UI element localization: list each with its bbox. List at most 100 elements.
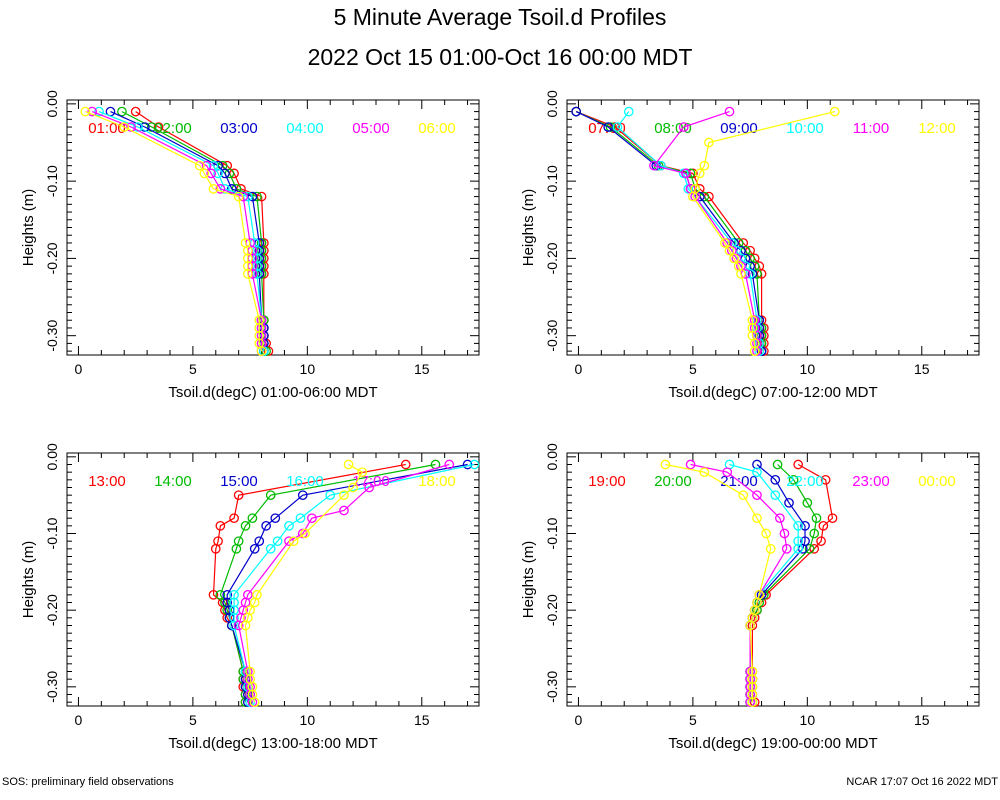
data-point (793, 536, 804, 547)
data-point (747, 315, 758, 326)
y-axis-label: Heights (m) (20, 541, 37, 619)
legend-label: 18:00 (418, 473, 456, 490)
legend-label: 22:00 (786, 473, 824, 490)
series-line (110, 111, 265, 352)
data-point (220, 168, 230, 179)
data-point (295, 513, 306, 524)
data-point (829, 106, 840, 117)
x-tick-label: 5 (689, 361, 697, 377)
data-point (249, 543, 260, 554)
data-point (325, 490, 336, 501)
data-point (749, 346, 760, 356)
x-tick-label: 10 (800, 361, 816, 377)
x-axis-label: Tsoil.d(degC) 19:00-00:00 MDT (668, 735, 877, 752)
x-tick-label: 0 (75, 361, 83, 377)
y-tick-label: -0.30 (544, 671, 560, 703)
y-axis-label: Heights (m) (520, 541, 537, 619)
x-axis-label: Tsoil.d(degC) 07:00-12:00 MDT (668, 384, 877, 401)
legend-label: 13:00 (88, 473, 126, 490)
data-point (681, 168, 691, 179)
data-point (233, 191, 244, 202)
data-point (749, 338, 760, 349)
y-tick-label: -0.30 (44, 671, 60, 703)
data-point (793, 520, 804, 531)
data-point (242, 245, 253, 256)
data-point (784, 497, 794, 508)
data-point (133, 122, 143, 132)
data-point (80, 106, 91, 117)
y-tick-label: -0.30 (544, 320, 560, 352)
data-point (215, 589, 226, 600)
data-point (685, 459, 696, 470)
legend-label: 23:00 (852, 473, 890, 490)
data-point (747, 323, 758, 333)
series-line (238, 463, 450, 703)
data-point (779, 528, 790, 539)
legend-label: 19:00 (588, 473, 626, 490)
data-point (256, 346, 267, 356)
series-0400 (94, 106, 269, 356)
x-tick-label: 5 (189, 712, 197, 728)
data-point (247, 681, 258, 692)
y-tick-label: -0.20 (44, 594, 60, 626)
data-point (781, 543, 792, 554)
data-point (688, 191, 698, 202)
data-point (300, 528, 310, 539)
data-point (208, 589, 219, 600)
data-point (678, 122, 689, 132)
data-point (747, 681, 758, 692)
data-point (245, 666, 255, 677)
series-2200 (724, 459, 804, 708)
data-point (261, 520, 271, 531)
x-tick-label: 0 (575, 361, 583, 377)
x-axis-label: Tsoil.d(degC) 13:00-18:00 MDT (168, 735, 377, 752)
data-point (704, 137, 714, 148)
data-point (213, 168, 223, 179)
series-1800 (240, 459, 368, 708)
data-point (770, 490, 781, 501)
x-tick-label: 15 (914, 712, 930, 728)
data-point (747, 697, 758, 708)
data-point (348, 482, 358, 493)
legend-label: 02:00 (154, 120, 192, 137)
data-point (660, 459, 671, 470)
data-point (747, 666, 758, 677)
series-0000 (660, 459, 776, 708)
chart-panel-3: 0 5 10 15 0.00 -0.10 -0.20 -0.30 Tsoil.d(degC) 1… (20, 443, 480, 752)
data-point (444, 459, 455, 470)
legend-label: 11:00 (853, 120, 889, 137)
data-point (770, 474, 781, 485)
data-point (254, 330, 265, 341)
data-point (775, 513, 785, 524)
x-tick-label: 5 (689, 712, 697, 728)
data-point (254, 536, 265, 547)
data-point (297, 490, 308, 501)
series-0800 (571, 106, 767, 356)
data-point (307, 513, 317, 524)
data-point (119, 122, 130, 132)
data-point (752, 513, 762, 524)
legend-label: 00:00 (918, 473, 956, 490)
data-point (745, 620, 755, 631)
series-0900 (571, 106, 767, 356)
data-point (208, 184, 219, 194)
data-point (94, 106, 104, 117)
data-point (811, 513, 822, 524)
series-0100 (130, 106, 274, 356)
series-line (219, 463, 436, 703)
data-point (818, 520, 829, 531)
x-tick-label: 15 (414, 712, 430, 728)
legend-label: 09:00 (720, 120, 758, 137)
data-point (820, 474, 831, 485)
y-tick-label: 0.00 (44, 443, 60, 470)
series-1900 (747, 459, 838, 708)
data-point (804, 543, 815, 554)
data-point (400, 459, 411, 470)
x-tick-label: 15 (914, 361, 930, 377)
data-point (752, 467, 762, 478)
data-point (229, 612, 239, 623)
data-point (752, 490, 762, 501)
data-point (339, 490, 349, 501)
x-tick-label: 10 (300, 712, 316, 728)
data-point (254, 323, 265, 333)
